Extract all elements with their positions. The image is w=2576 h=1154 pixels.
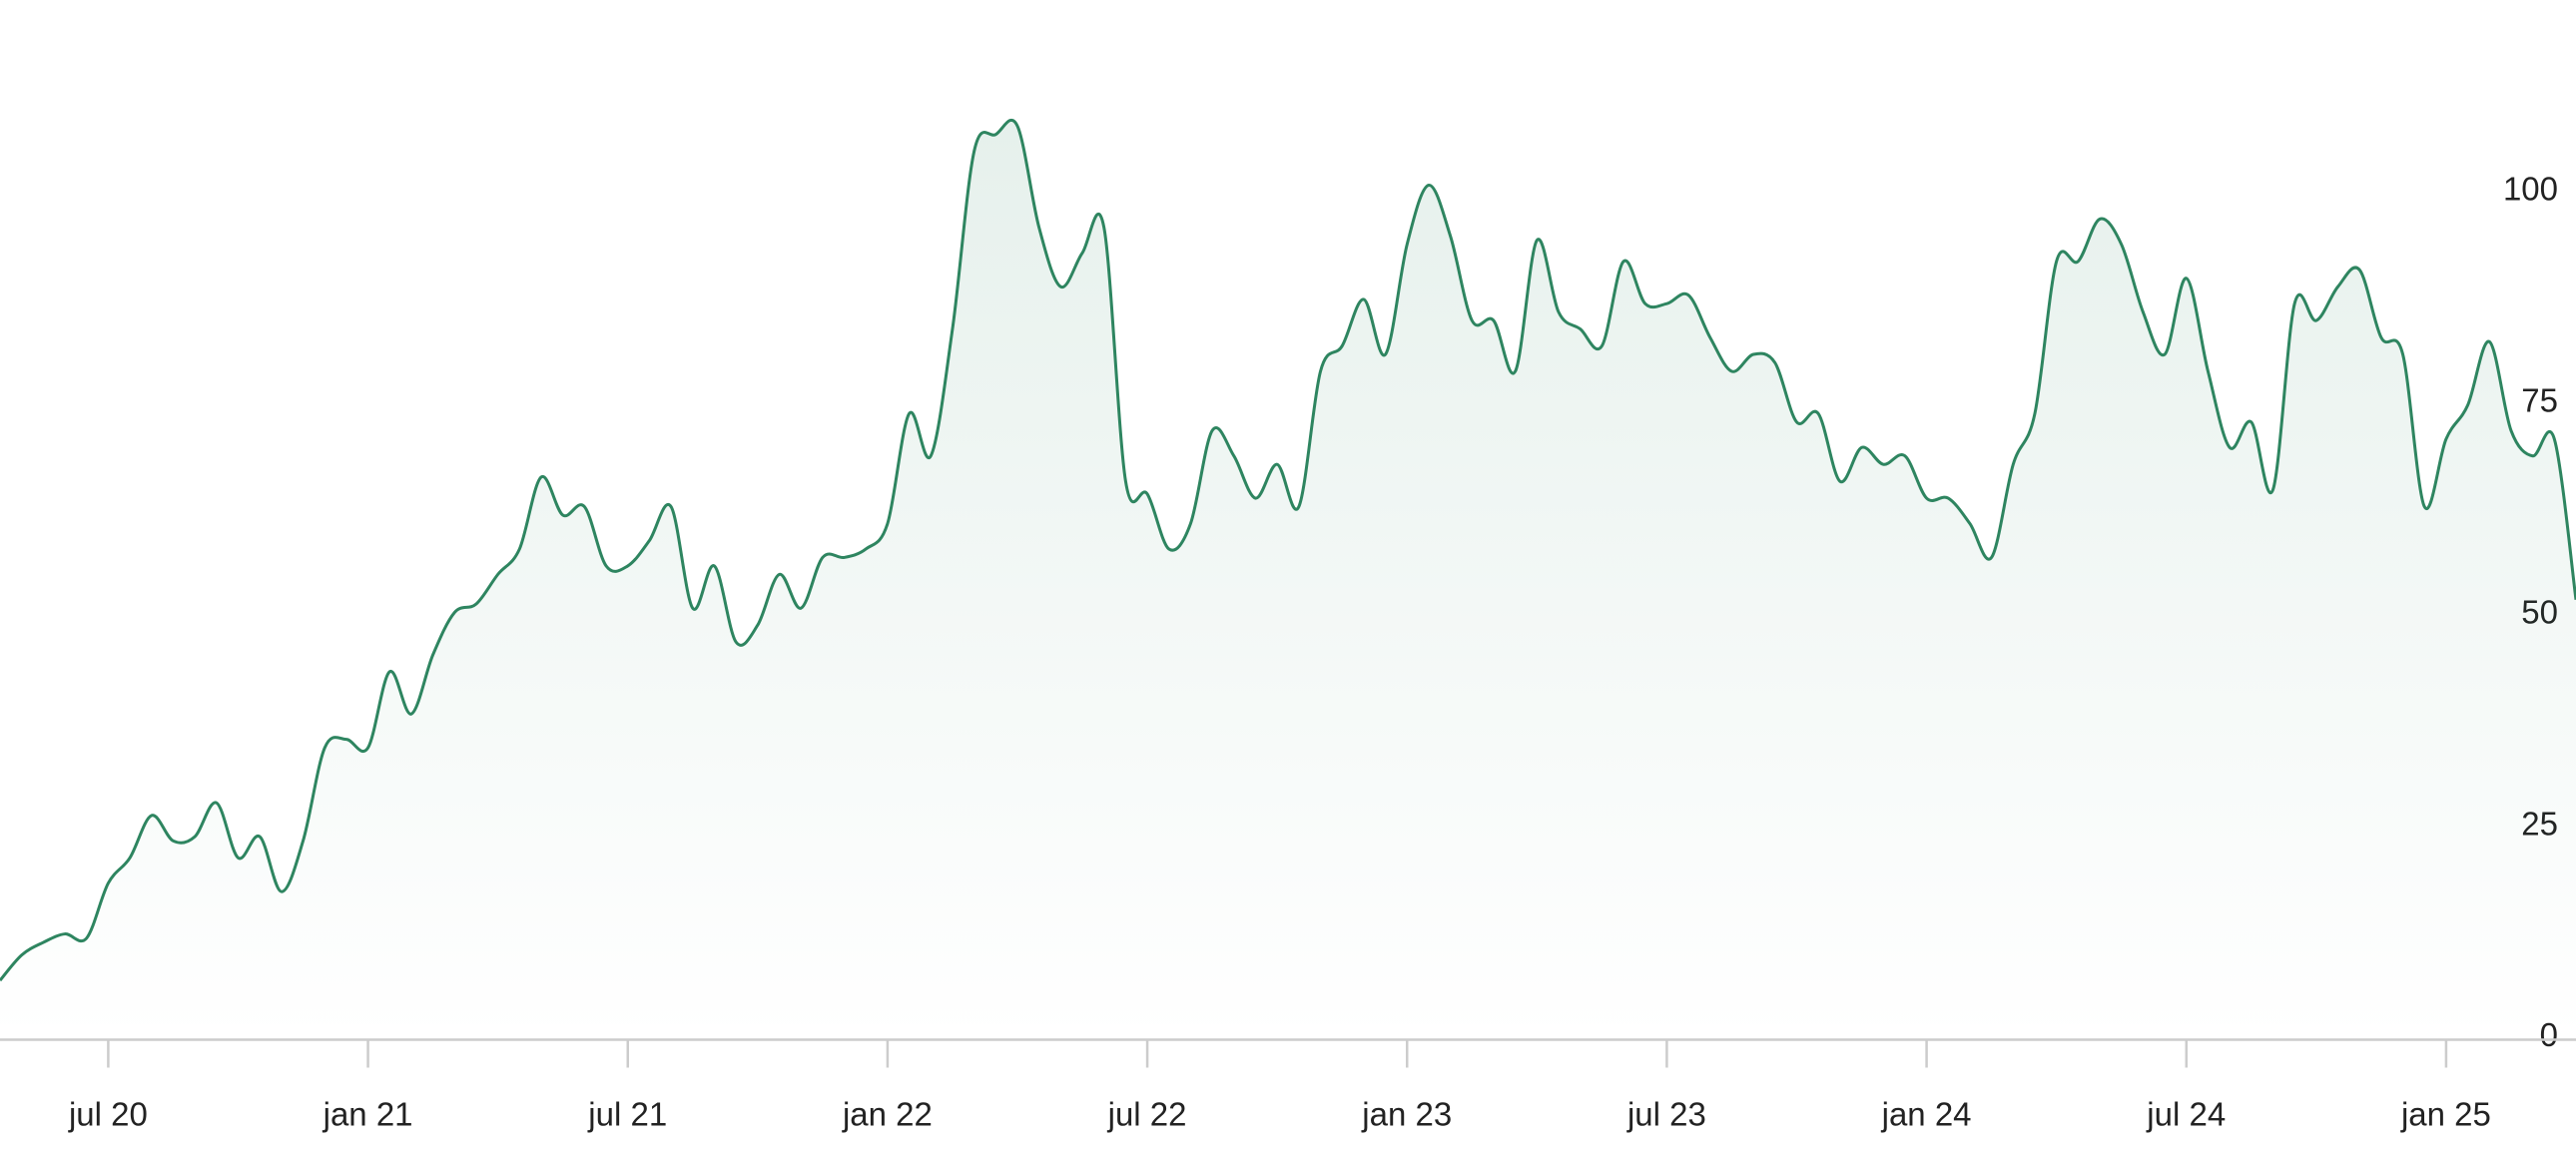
x-tick-label: jul 22 bbox=[1107, 1096, 1187, 1133]
area bbox=[0, 120, 2576, 1040]
x-tick-label: jan 22 bbox=[842, 1096, 933, 1133]
x-tick-label: jul 20 bbox=[68, 1096, 148, 1133]
x-tick-label: jan 25 bbox=[2400, 1096, 2491, 1133]
y-tick-label: 100 bbox=[2503, 171, 2558, 208]
x-tick-label: jul 23 bbox=[1626, 1096, 1706, 1133]
line bbox=[0, 118, 2576, 982]
y-tick-label: 75 bbox=[2521, 382, 2558, 419]
x-tick-label: jan 24 bbox=[1881, 1096, 1972, 1133]
x-tick-label: jan 23 bbox=[1361, 1096, 1452, 1133]
x-tick-label: jul 21 bbox=[587, 1096, 667, 1133]
x-tick-label: jul 24 bbox=[2146, 1096, 2226, 1133]
x-tick-label: jan 21 bbox=[322, 1096, 413, 1133]
